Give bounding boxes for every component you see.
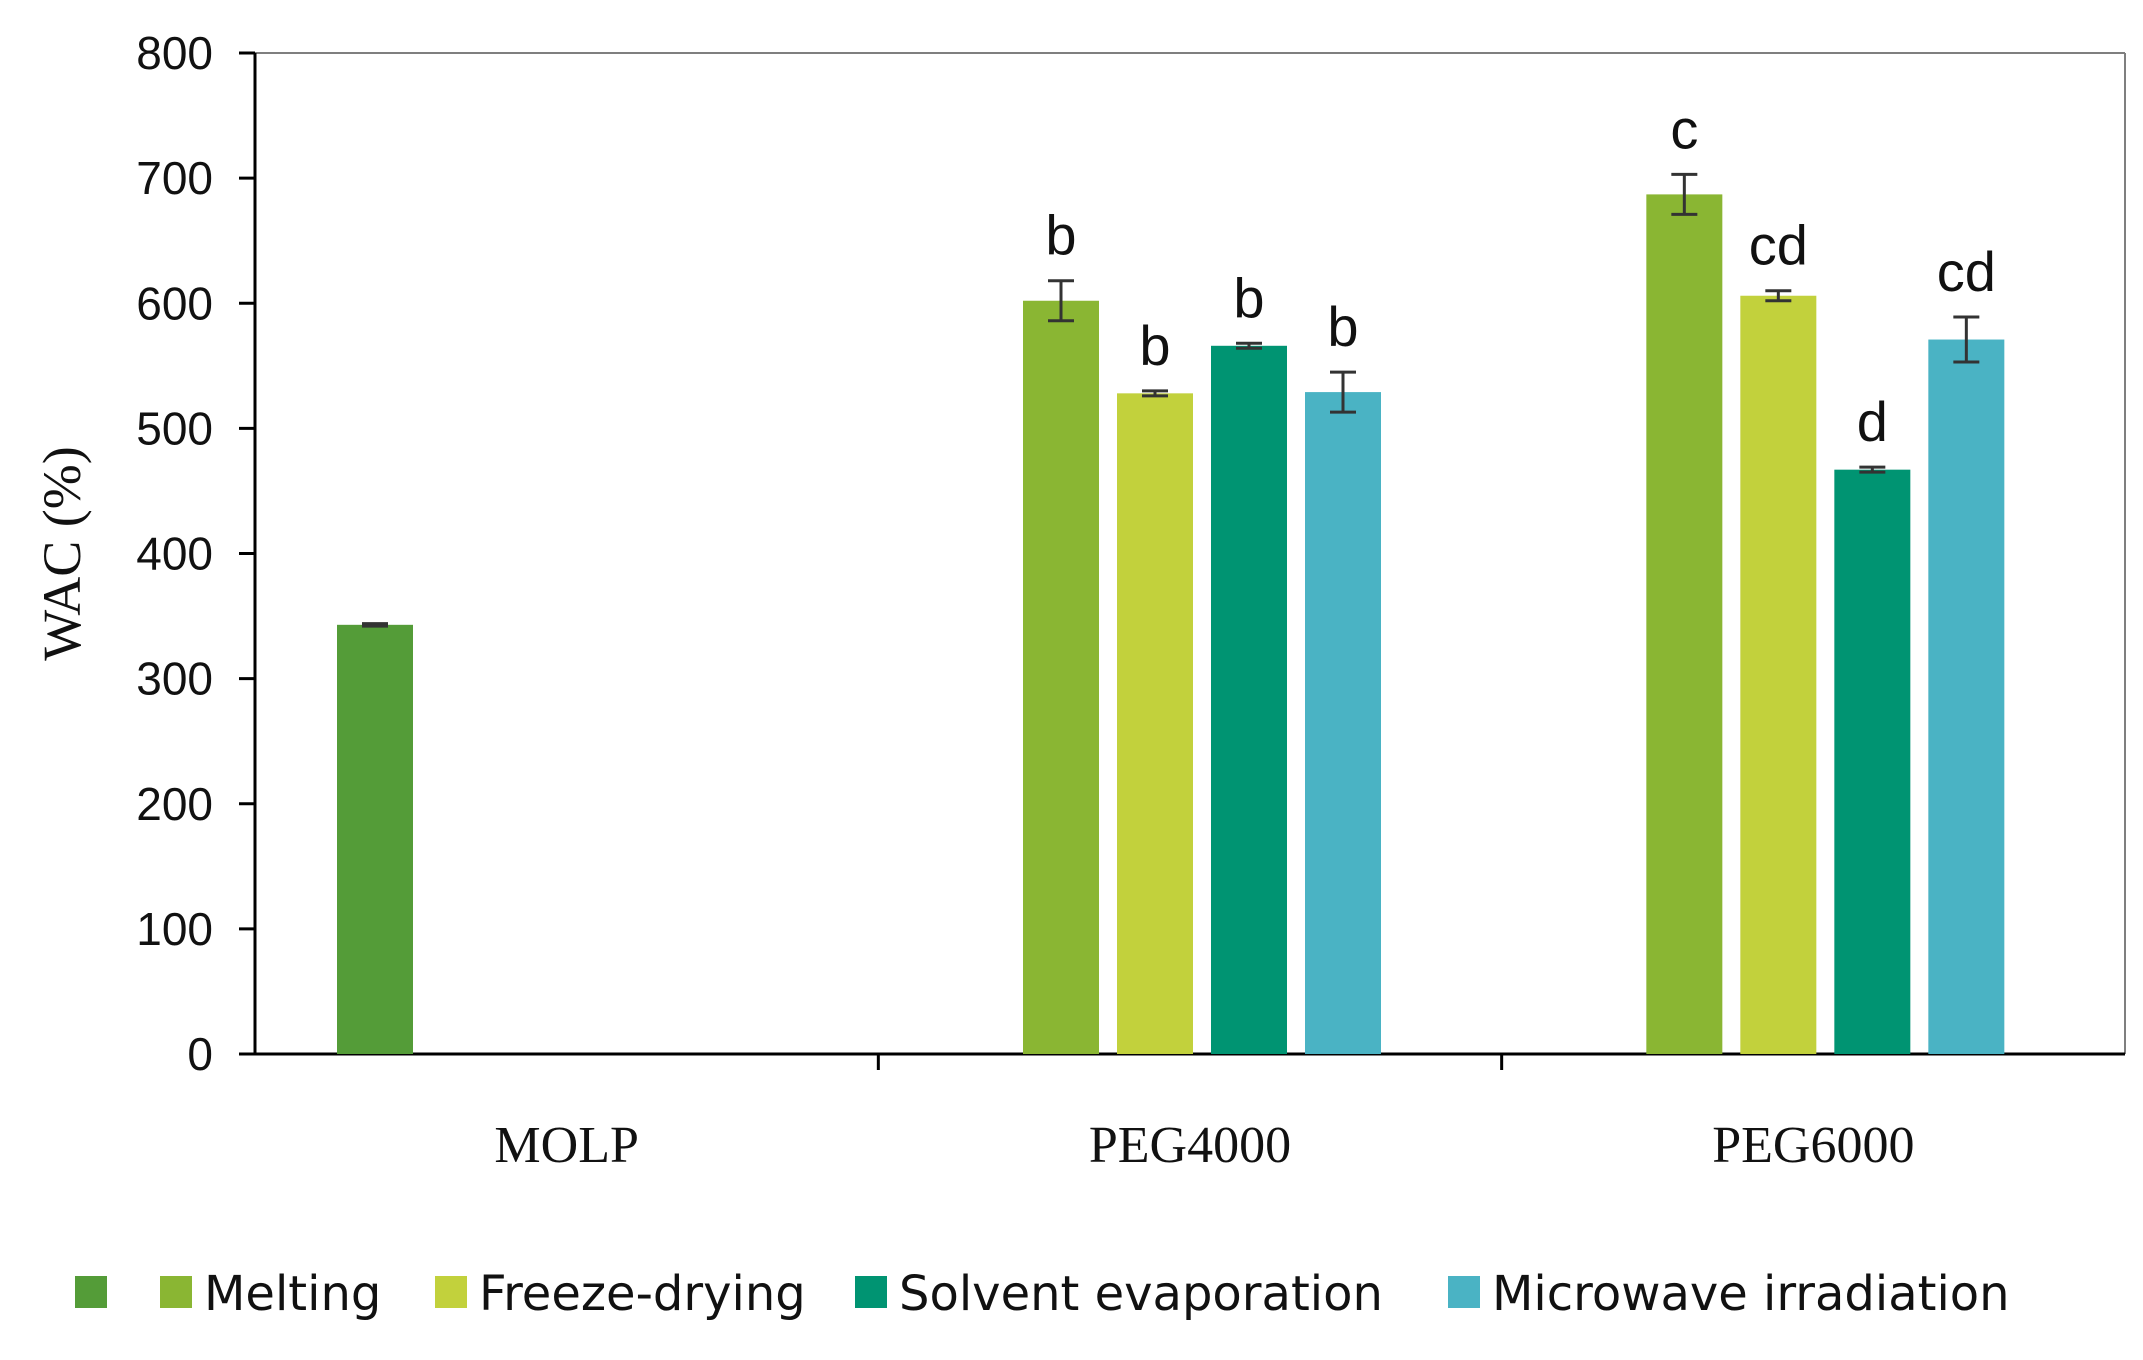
bar: [1117, 393, 1193, 1055]
y-tick-label: 700: [136, 152, 213, 204]
legend-swatch: [160, 1276, 192, 1308]
significance-label: b: [1233, 266, 1264, 329]
bar: [337, 624, 413, 1054]
significance-label: cd: [1749, 214, 1808, 277]
bar: [1305, 392, 1381, 1054]
legend-label: Freeze-drying: [479, 1266, 806, 1322]
axes: 0 100 200 300 400 500 600 700 800 WAC (%) MOLP PEG4…: [32, 27, 2126, 1174]
significance-label: cd: [1937, 240, 1996, 303]
legend-swatch: [855, 1276, 887, 1308]
y-tick-label: 400: [136, 528, 213, 580]
y-tick-label: 800: [136, 27, 213, 79]
y-tick-label: 500: [136, 402, 213, 454]
significance-label: b: [1327, 295, 1358, 358]
bar: [1211, 345, 1287, 1055]
legend-swatch: [75, 1276, 107, 1308]
legend: Melting Freeze-drying Solvent evaporation M…: [75, 1266, 2010, 1322]
significance-label: d: [1857, 390, 1888, 453]
bar: [1834, 469, 1911, 1054]
x-category-label: PEG4000: [1089, 1117, 1291, 1174]
y-tick-label: 0: [187, 1028, 213, 1080]
x-category-label: PEG6000: [1712, 1117, 1914, 1174]
legend-swatch: [1448, 1276, 1480, 1308]
significance-label: b: [1045, 204, 1076, 267]
legend-label: Solvent evaporation: [899, 1266, 1383, 1322]
bar: [1740, 295, 1817, 1054]
legend-label: Microwave irradiation: [1492, 1266, 2010, 1322]
y-tick-label: 600: [136, 277, 213, 329]
bar: [1023, 300, 1099, 1054]
bar: [1928, 339, 2005, 1054]
significance-label: c: [1670, 97, 1698, 160]
y-tick-label: 300: [136, 653, 213, 705]
y-tick-label: 100: [136, 903, 213, 955]
legend-swatch: [435, 1276, 467, 1308]
y-tick-label: 200: [136, 778, 213, 830]
bar: [1646, 194, 1723, 1055]
x-category-label: MOLP: [494, 1117, 638, 1174]
significance-label: b: [1139, 314, 1170, 377]
y-axis-label: WAC (%): [32, 446, 92, 660]
legend-label: Melting: [204, 1266, 381, 1322]
